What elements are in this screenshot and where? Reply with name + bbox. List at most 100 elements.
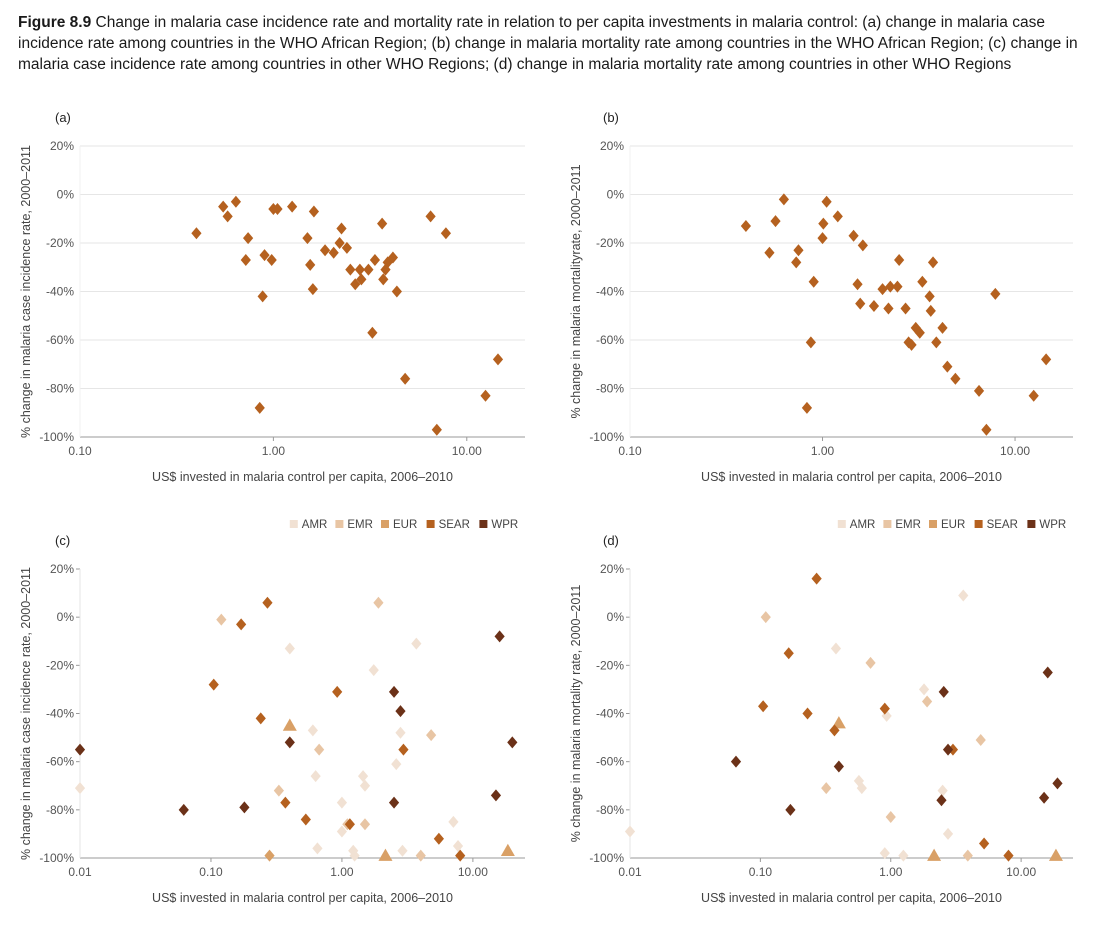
point-afr bbox=[885, 280, 896, 293]
point-afr bbox=[222, 210, 233, 223]
legend-label-wpr: WPR bbox=[1039, 519, 1066, 531]
y-tick-label: -60% bbox=[596, 755, 624, 769]
panel-label-d: (d) bbox=[603, 533, 619, 548]
point-afr bbox=[440, 227, 452, 240]
y-axis-title: % change in malaria mortalityrate, 2000–… bbox=[569, 164, 583, 418]
point-amr bbox=[284, 642, 295, 655]
point-afr bbox=[287, 200, 298, 213]
point-wpr bbox=[942, 743, 954, 756]
x-axis-title: US$ invested in malaria control per capi… bbox=[152, 470, 453, 484]
point-amr bbox=[411, 637, 422, 650]
y-tick-label: -60% bbox=[46, 333, 74, 347]
legend-swatch-eur bbox=[929, 520, 937, 528]
x-tick-label: 1.00 bbox=[811, 444, 835, 458]
point-afr bbox=[740, 220, 752, 233]
point-emr bbox=[373, 596, 384, 609]
legend-label-amr: AMR bbox=[302, 519, 328, 531]
y-tick-label: 20% bbox=[50, 562, 74, 576]
point-afr bbox=[808, 275, 819, 288]
x-axis-title: US$ invested in malaria control per capi… bbox=[152, 891, 453, 905]
point-emr bbox=[962, 849, 973, 862]
legend-label-emr: EMR bbox=[347, 519, 373, 531]
point-afr bbox=[431, 423, 442, 436]
y-tick-label: -80% bbox=[46, 803, 74, 817]
point-amr bbox=[336, 796, 348, 809]
point-afr bbox=[218, 200, 229, 213]
point-afr bbox=[369, 253, 381, 266]
legend-label-sear: SEAR bbox=[439, 519, 470, 531]
point-afr bbox=[266, 253, 277, 266]
point-emr bbox=[975, 733, 986, 746]
point-afr bbox=[230, 195, 242, 208]
point-sear bbox=[280, 796, 291, 809]
point-wpr bbox=[74, 743, 86, 756]
point-emr bbox=[415, 849, 426, 862]
point-emr bbox=[760, 611, 771, 624]
point-wpr bbox=[388, 796, 400, 809]
point-afr bbox=[900, 302, 911, 315]
point-amr bbox=[879, 847, 890, 860]
point-wpr bbox=[395, 705, 406, 718]
point-sear bbox=[344, 818, 355, 831]
point-afr bbox=[892, 280, 903, 293]
figure-number: Figure 8.9 bbox=[18, 14, 92, 31]
point-amr bbox=[336, 825, 348, 838]
point-eur bbox=[500, 843, 515, 857]
point-afr bbox=[254, 401, 265, 414]
y-tick-label: 0% bbox=[607, 188, 625, 202]
point-afr bbox=[378, 273, 389, 286]
y-tick-label: -100% bbox=[39, 851, 74, 865]
y-tick-label: -40% bbox=[596, 707, 624, 721]
point-afr bbox=[336, 222, 347, 235]
point-sear bbox=[978, 837, 990, 850]
y-tick-label: 0% bbox=[57, 610, 75, 624]
point-afr bbox=[924, 290, 935, 303]
point-afr bbox=[367, 326, 378, 339]
point-afr bbox=[857, 239, 868, 252]
x-tick-label: 1.00 bbox=[262, 444, 286, 458]
point-afr bbox=[354, 263, 365, 276]
point-eur bbox=[927, 848, 942, 861]
point-eur bbox=[282, 718, 297, 731]
x-tick-label: 10.00 bbox=[1006, 865, 1036, 879]
point-afr bbox=[805, 336, 816, 349]
x-tick-label: 1.00 bbox=[879, 865, 903, 879]
y-tick-label: -20% bbox=[596, 236, 624, 250]
point-afr bbox=[883, 302, 894, 315]
point-amr bbox=[368, 664, 379, 677]
x-tick-label: 10.00 bbox=[458, 865, 488, 879]
point-sear bbox=[255, 712, 266, 725]
legend-swatch-wpr bbox=[1027, 520, 1036, 528]
point-afr bbox=[377, 217, 388, 230]
point-afr bbox=[1028, 389, 1039, 402]
point-afr bbox=[480, 389, 491, 402]
x-tick-label: 10.00 bbox=[452, 444, 482, 458]
y-tick-label: -20% bbox=[596, 658, 624, 672]
point-amr bbox=[312, 842, 323, 855]
point-wpr bbox=[938, 685, 949, 698]
point-wpr bbox=[178, 803, 189, 816]
point-afr bbox=[950, 372, 961, 385]
legend-label-emr: EMR bbox=[895, 519, 921, 531]
point-emr bbox=[921, 695, 933, 708]
point-afr bbox=[778, 193, 789, 206]
point-sear bbox=[398, 743, 409, 756]
point-afr bbox=[307, 283, 318, 296]
point-wpr bbox=[785, 803, 796, 816]
point-eur bbox=[831, 716, 846, 729]
point-afr bbox=[906, 338, 917, 351]
point-amr bbox=[958, 589, 969, 602]
legend: AMR EMR EUR SEAR WPR bbox=[289, 519, 518, 531]
point-wpr bbox=[1052, 777, 1063, 790]
point-afr bbox=[387, 251, 399, 264]
x-tick-label: 0.01 bbox=[618, 865, 642, 879]
legend-swatch-wpr bbox=[479, 520, 488, 528]
point-amr bbox=[856, 782, 867, 795]
point-sear bbox=[758, 700, 769, 713]
point-afr bbox=[350, 278, 361, 291]
y-tick-label: -100% bbox=[589, 851, 624, 865]
point-afr bbox=[925, 304, 936, 317]
point-afr bbox=[818, 217, 829, 230]
chart-panel-b: (b) 20% 0% -20% -40% -60% -80% -100%0.10 1.00 10.… bbox=[569, 110, 1073, 484]
x-tick-label: 0.10 bbox=[199, 865, 223, 879]
